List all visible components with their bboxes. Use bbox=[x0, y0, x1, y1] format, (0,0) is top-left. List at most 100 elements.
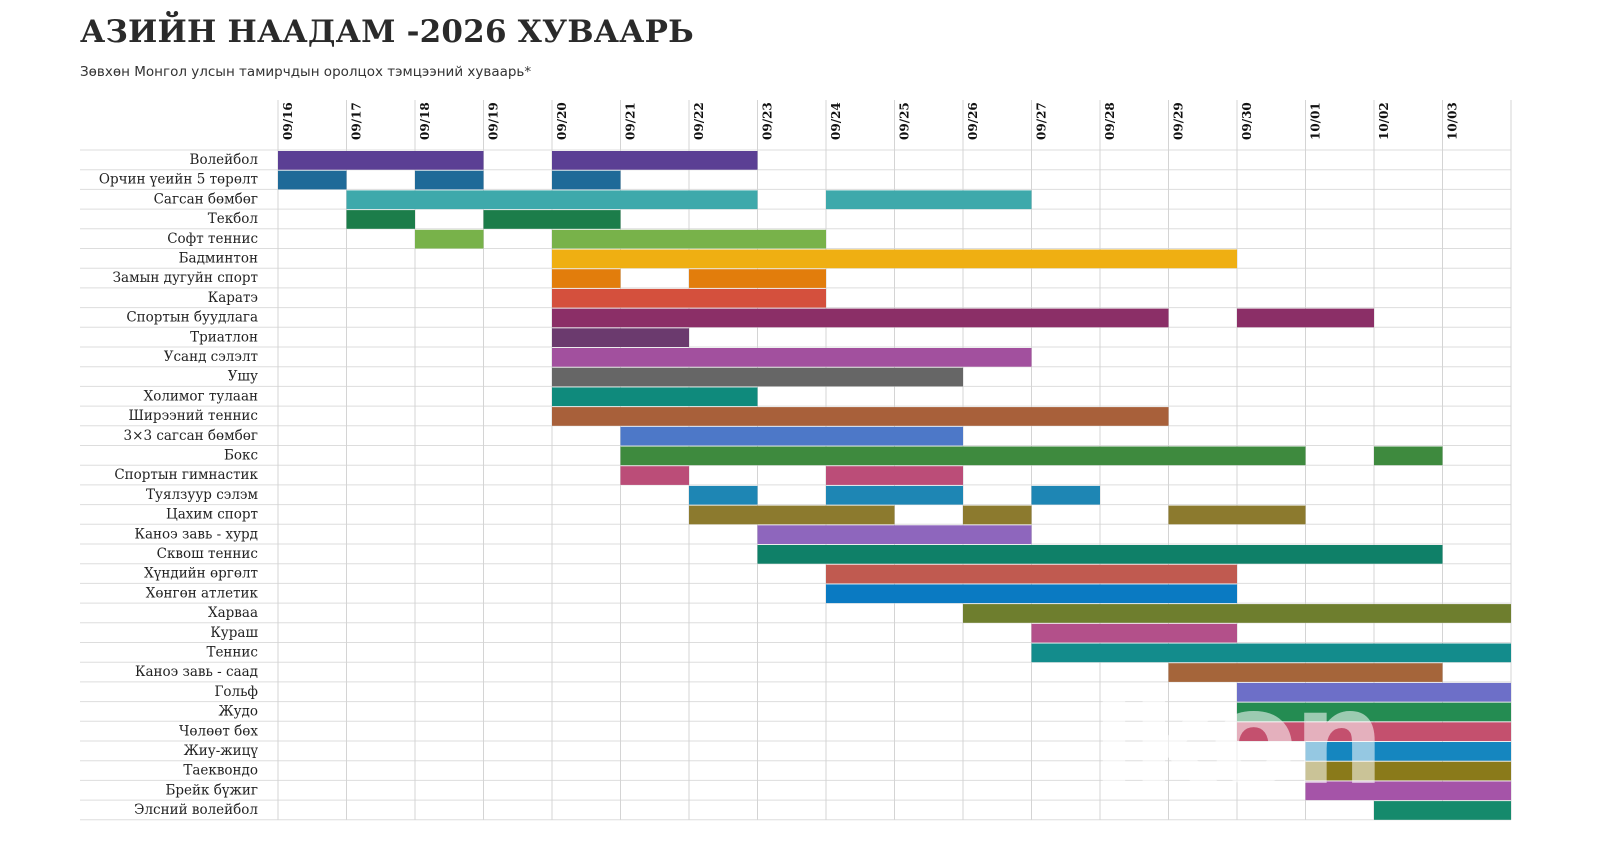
schedule-bar bbox=[552, 328, 689, 347]
schedule-bar bbox=[346, 190, 758, 210]
row-label: Текбол bbox=[208, 211, 259, 227]
date-label: 09/21 bbox=[624, 102, 638, 140]
page-subtitle: Зөвхөн Монгол улсын тамирчдын оролцох тэ… bbox=[80, 64, 532, 80]
schedule-bar bbox=[1031, 623, 1237, 643]
schedule-bar bbox=[1237, 722, 1511, 741]
schedule-bar bbox=[1237, 702, 1511, 722]
row-label: Туялзуур сэлэм bbox=[146, 487, 258, 503]
row-label: Волейбол bbox=[190, 152, 259, 168]
schedule-bar bbox=[552, 288, 826, 308]
schedule-bar bbox=[552, 367, 963, 387]
schedule-bar bbox=[552, 387, 758, 407]
schedule-bar bbox=[826, 584, 1237, 604]
row-label: Ушу bbox=[228, 369, 258, 385]
schedule-bar bbox=[1237, 308, 1374, 328]
row-label: Чөлөөт бөх bbox=[179, 723, 258, 739]
date-label: 10/02 bbox=[1377, 102, 1391, 140]
page-title: АЗИЙН НААДАМ -2026 ХУВААРЬ bbox=[80, 14, 694, 50]
date-label: 09/19 bbox=[487, 102, 501, 140]
row-label: Сагсан бөмбөг bbox=[154, 191, 258, 207]
schedule-bar bbox=[1305, 742, 1511, 761]
row-label: Каратэ bbox=[208, 290, 258, 306]
schedule-bar bbox=[757, 525, 1032, 544]
row-label: Усанд сэлэлт bbox=[164, 349, 258, 365]
schedule-bar bbox=[689, 485, 758, 505]
date-label: 09/26 bbox=[966, 102, 980, 140]
row-label: Ширээний теннис bbox=[129, 408, 258, 424]
date-label: 09/30 bbox=[1240, 102, 1254, 140]
date-label: 09/17 bbox=[350, 102, 364, 140]
date-label: 09/18 bbox=[418, 102, 432, 140]
date-label: 09/20 bbox=[555, 102, 569, 140]
schedule-bar bbox=[1031, 485, 1100, 505]
schedule-bar bbox=[552, 229, 826, 249]
schedule-bar bbox=[1374, 446, 1443, 466]
row-label: Сквош теннис bbox=[157, 546, 258, 562]
schedule-bar bbox=[826, 485, 963, 505]
schedule-bar bbox=[826, 564, 1237, 584]
row-label: Бадминтон bbox=[179, 251, 258, 267]
schedule-bar bbox=[826, 190, 1032, 210]
date-label: 09/24 bbox=[829, 102, 843, 140]
schedule-bar bbox=[1374, 801, 1511, 820]
schedule-bar bbox=[552, 348, 1032, 367]
schedule-bar bbox=[552, 308, 1169, 328]
date-label: 09/29 bbox=[1172, 102, 1186, 140]
schedule-bar bbox=[1305, 781, 1511, 801]
date-label: 09/27 bbox=[1035, 102, 1049, 140]
schedule-bar bbox=[620, 426, 963, 446]
schedule-bar bbox=[552, 269, 621, 288]
row-label: Триатлон bbox=[190, 329, 258, 345]
row-label: Хөнгөн атлетик bbox=[146, 585, 259, 601]
row-label: Брейк бүжиг bbox=[165, 782, 258, 798]
row-label: Харваа bbox=[208, 605, 258, 621]
date-label: 09/22 bbox=[692, 102, 706, 140]
date-label: 09/23 bbox=[761, 102, 775, 140]
row-label: Каноэ завь - саад bbox=[135, 664, 258, 680]
schedule-bar bbox=[689, 505, 895, 525]
schedule-bar bbox=[1168, 663, 1443, 682]
schedule-bar bbox=[1237, 682, 1511, 702]
schedule-bar bbox=[552, 407, 1169, 426]
schedule-bar bbox=[346, 210, 415, 229]
schedule-bar bbox=[620, 466, 689, 485]
schedule-bar bbox=[415, 170, 484, 190]
schedule-bar bbox=[552, 170, 621, 190]
row-label: Кураш bbox=[210, 625, 258, 641]
schedule-bar bbox=[1168, 505, 1306, 525]
schedule-bar bbox=[689, 269, 826, 288]
date-label: 09/25 bbox=[898, 102, 912, 140]
row-label: Хүндийн өргөлт bbox=[144, 566, 258, 582]
row-label: Замын дугуйн спорт bbox=[113, 270, 258, 286]
schedule-bar bbox=[620, 446, 1306, 466]
schedule-bar bbox=[415, 229, 484, 249]
row-label: Спортын буудлага bbox=[126, 310, 258, 326]
row-label: Спортын гимнастик bbox=[114, 467, 258, 483]
schedule-bar bbox=[963, 505, 1032, 525]
schedule-bar bbox=[278, 170, 347, 190]
schedule-bar bbox=[826, 466, 963, 485]
date-label: 10/03 bbox=[1446, 102, 1460, 140]
schedule-bar bbox=[1305, 761, 1511, 781]
date-label: 10/01 bbox=[1309, 102, 1323, 140]
row-label: Жудо bbox=[218, 704, 258, 720]
schedule-bar bbox=[757, 545, 1443, 564]
date-label: 09/28 bbox=[1103, 102, 1117, 140]
schedule-bar bbox=[552, 151, 758, 170]
schedule-bar bbox=[963, 604, 1511, 623]
row-label: 3×3 сагсан бөмбөг bbox=[124, 428, 258, 444]
row-label: Теннис bbox=[206, 645, 258, 661]
row-label: Каноэ завь - хурд bbox=[135, 526, 259, 542]
row-label: Таеквондо bbox=[183, 763, 258, 779]
date-label: 09/16 bbox=[281, 102, 295, 140]
row-label: Жиу-жицү bbox=[184, 743, 259, 759]
row-label: Цахим спорт bbox=[166, 507, 258, 523]
schedule-bar bbox=[552, 249, 1237, 269]
row-label: Холимог тулаан bbox=[144, 388, 258, 404]
schedule-bar bbox=[278, 151, 484, 170]
row-label: Бокс bbox=[224, 448, 258, 464]
row-label: Орчин үеийн 5 төрөлт bbox=[99, 172, 258, 188]
schedule-bar bbox=[483, 210, 621, 229]
row-label: Элсний волейбол bbox=[134, 802, 258, 818]
